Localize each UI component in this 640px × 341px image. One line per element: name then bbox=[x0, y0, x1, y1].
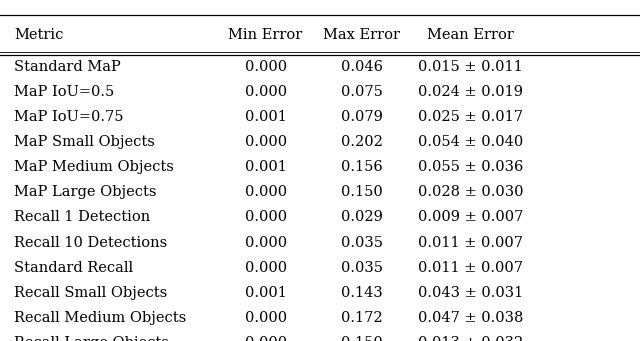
Text: 0.000: 0.000 bbox=[244, 236, 287, 250]
Text: Recall Large Objects: Recall Large Objects bbox=[14, 336, 169, 341]
Text: 0.143: 0.143 bbox=[340, 286, 383, 300]
Text: Mean Error: Mean Error bbox=[427, 28, 514, 42]
Text: MaP Medium Objects: MaP Medium Objects bbox=[14, 160, 174, 174]
Text: 0.150: 0.150 bbox=[340, 336, 383, 341]
Text: 0.046: 0.046 bbox=[340, 60, 383, 74]
Text: MaP Large Objects: MaP Large Objects bbox=[14, 186, 157, 199]
Text: 0.156: 0.156 bbox=[340, 160, 383, 174]
Text: 0.015 ± 0.011: 0.015 ± 0.011 bbox=[418, 60, 523, 74]
Text: 0.055 ± 0.036: 0.055 ± 0.036 bbox=[418, 160, 523, 174]
Text: 0.150: 0.150 bbox=[340, 186, 383, 199]
Text: 0.009 ± 0.007: 0.009 ± 0.007 bbox=[418, 210, 523, 224]
Text: MaP Small Objects: MaP Small Objects bbox=[14, 135, 155, 149]
Text: 0.172: 0.172 bbox=[340, 311, 383, 325]
Text: 0.028 ± 0.030: 0.028 ± 0.030 bbox=[418, 186, 523, 199]
Text: Recall 1 Detection: Recall 1 Detection bbox=[14, 210, 150, 224]
Text: MaP IoU=0.75: MaP IoU=0.75 bbox=[14, 110, 124, 124]
Text: 0.011 ± 0.007: 0.011 ± 0.007 bbox=[418, 261, 523, 275]
Text: Standard Recall: Standard Recall bbox=[14, 261, 133, 275]
Text: 0.011 ± 0.007: 0.011 ± 0.007 bbox=[418, 236, 523, 250]
Text: Recall 10 Detections: Recall 10 Detections bbox=[14, 236, 167, 250]
Text: 0.075: 0.075 bbox=[340, 85, 383, 99]
Text: 0.000: 0.000 bbox=[244, 261, 287, 275]
Text: 0.202: 0.202 bbox=[340, 135, 383, 149]
Text: 0.001: 0.001 bbox=[244, 286, 287, 300]
Text: 0.001: 0.001 bbox=[244, 160, 287, 174]
Text: MaP IoU=0.5: MaP IoU=0.5 bbox=[14, 85, 115, 99]
Text: 0.035: 0.035 bbox=[340, 236, 383, 250]
Text: 0.035: 0.035 bbox=[340, 261, 383, 275]
Text: 0.000: 0.000 bbox=[244, 210, 287, 224]
Text: Min Error: Min Error bbox=[228, 28, 303, 42]
Text: Max Error: Max Error bbox=[323, 28, 400, 42]
Text: 0.000: 0.000 bbox=[244, 336, 287, 341]
Text: 0.000: 0.000 bbox=[244, 311, 287, 325]
Text: 0.001: 0.001 bbox=[244, 110, 287, 124]
Text: 0.000: 0.000 bbox=[244, 60, 287, 74]
Text: 0.047 ± 0.038: 0.047 ± 0.038 bbox=[418, 311, 523, 325]
Text: 0.043 ± 0.031: 0.043 ± 0.031 bbox=[418, 286, 523, 300]
Text: 0.000: 0.000 bbox=[244, 135, 287, 149]
Text: 0.013 ± 0.032: 0.013 ± 0.032 bbox=[418, 336, 523, 341]
Text: Metric: Metric bbox=[14, 28, 63, 42]
Text: 0.079: 0.079 bbox=[340, 110, 383, 124]
Text: Recall Small Objects: Recall Small Objects bbox=[14, 286, 167, 300]
Text: 0.024 ± 0.019: 0.024 ± 0.019 bbox=[418, 85, 523, 99]
Text: 0.029: 0.029 bbox=[340, 210, 383, 224]
Text: Standard MaP: Standard MaP bbox=[14, 60, 121, 74]
Text: 0.054 ± 0.040: 0.054 ± 0.040 bbox=[418, 135, 523, 149]
Text: 0.000: 0.000 bbox=[244, 85, 287, 99]
Text: Recall Medium Objects: Recall Medium Objects bbox=[14, 311, 186, 325]
Text: 0.000: 0.000 bbox=[244, 186, 287, 199]
Text: 0.025 ± 0.017: 0.025 ± 0.017 bbox=[418, 110, 523, 124]
